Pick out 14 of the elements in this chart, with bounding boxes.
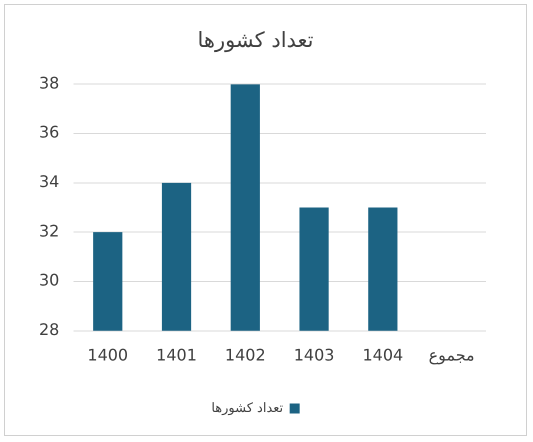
x-tick-label: 1401: [156, 346, 197, 365]
y-tick-label: 30: [39, 270, 60, 290]
x-tick-label: 1403: [294, 346, 334, 365]
y-tick-label: 32: [39, 221, 60, 240]
chart-title: تعداد کشورها: [197, 28, 314, 54]
y-tick-label: 36: [39, 122, 60, 142]
x-tick-label: 1402: [224, 346, 266, 365]
legend-label: تعداد کشورها: [211, 400, 284, 416]
y-tick-label: 38: [39, 73, 60, 92]
y-tick-label: 34: [39, 172, 60, 191]
x-tick-label: مجموع: [428, 346, 475, 365]
y-tick-label: 28: [39, 320, 60, 339]
x-tick-label: 1400: [87, 346, 128, 365]
x-tick-label: 1404: [362, 346, 404, 365]
